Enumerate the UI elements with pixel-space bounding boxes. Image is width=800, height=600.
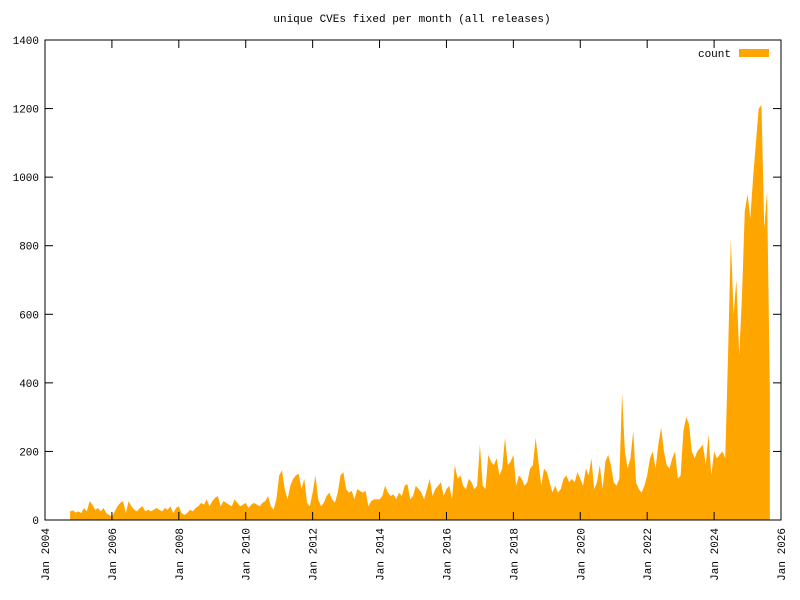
x-tick-label: Jan 2016 [442,528,454,581]
x-tick-label: Jan 2014 [376,528,388,581]
plot-border [44,39,782,521]
x-tick-label: Jan 2010 [242,528,254,581]
x-tick-label: Jan 2024 [710,528,722,581]
y-tick-label: 1400 [13,36,39,48]
x-tick-label: Jan 2004 [41,528,53,581]
y-tick-label: 400 [19,379,39,391]
legend-label: count [698,49,731,61]
y-tick-label: 200 [19,447,39,459]
y-tick-label: 1000 [13,173,39,185]
y-tick-label: 1200 [13,105,39,117]
x-tick-label: Jan 2008 [175,528,187,581]
y-tick-label: 800 [19,242,39,254]
chart-title: unique CVEs fixed per month (all release… [273,14,550,26]
x-tick-label: Jan 2026 [777,528,789,581]
x-tick-label: Jan 2022 [643,528,655,581]
x-tick-label: Jan 2006 [108,528,120,581]
x-tick-label: Jan 2012 [309,528,321,581]
x-tick-label: Jan 2020 [576,528,588,581]
area [70,105,770,520]
y-tick-label: 600 [19,310,39,322]
x-tick-label: Jan 2018 [509,528,521,581]
y-tick-label: 0 [32,516,39,528]
legend-swatch [739,49,769,57]
